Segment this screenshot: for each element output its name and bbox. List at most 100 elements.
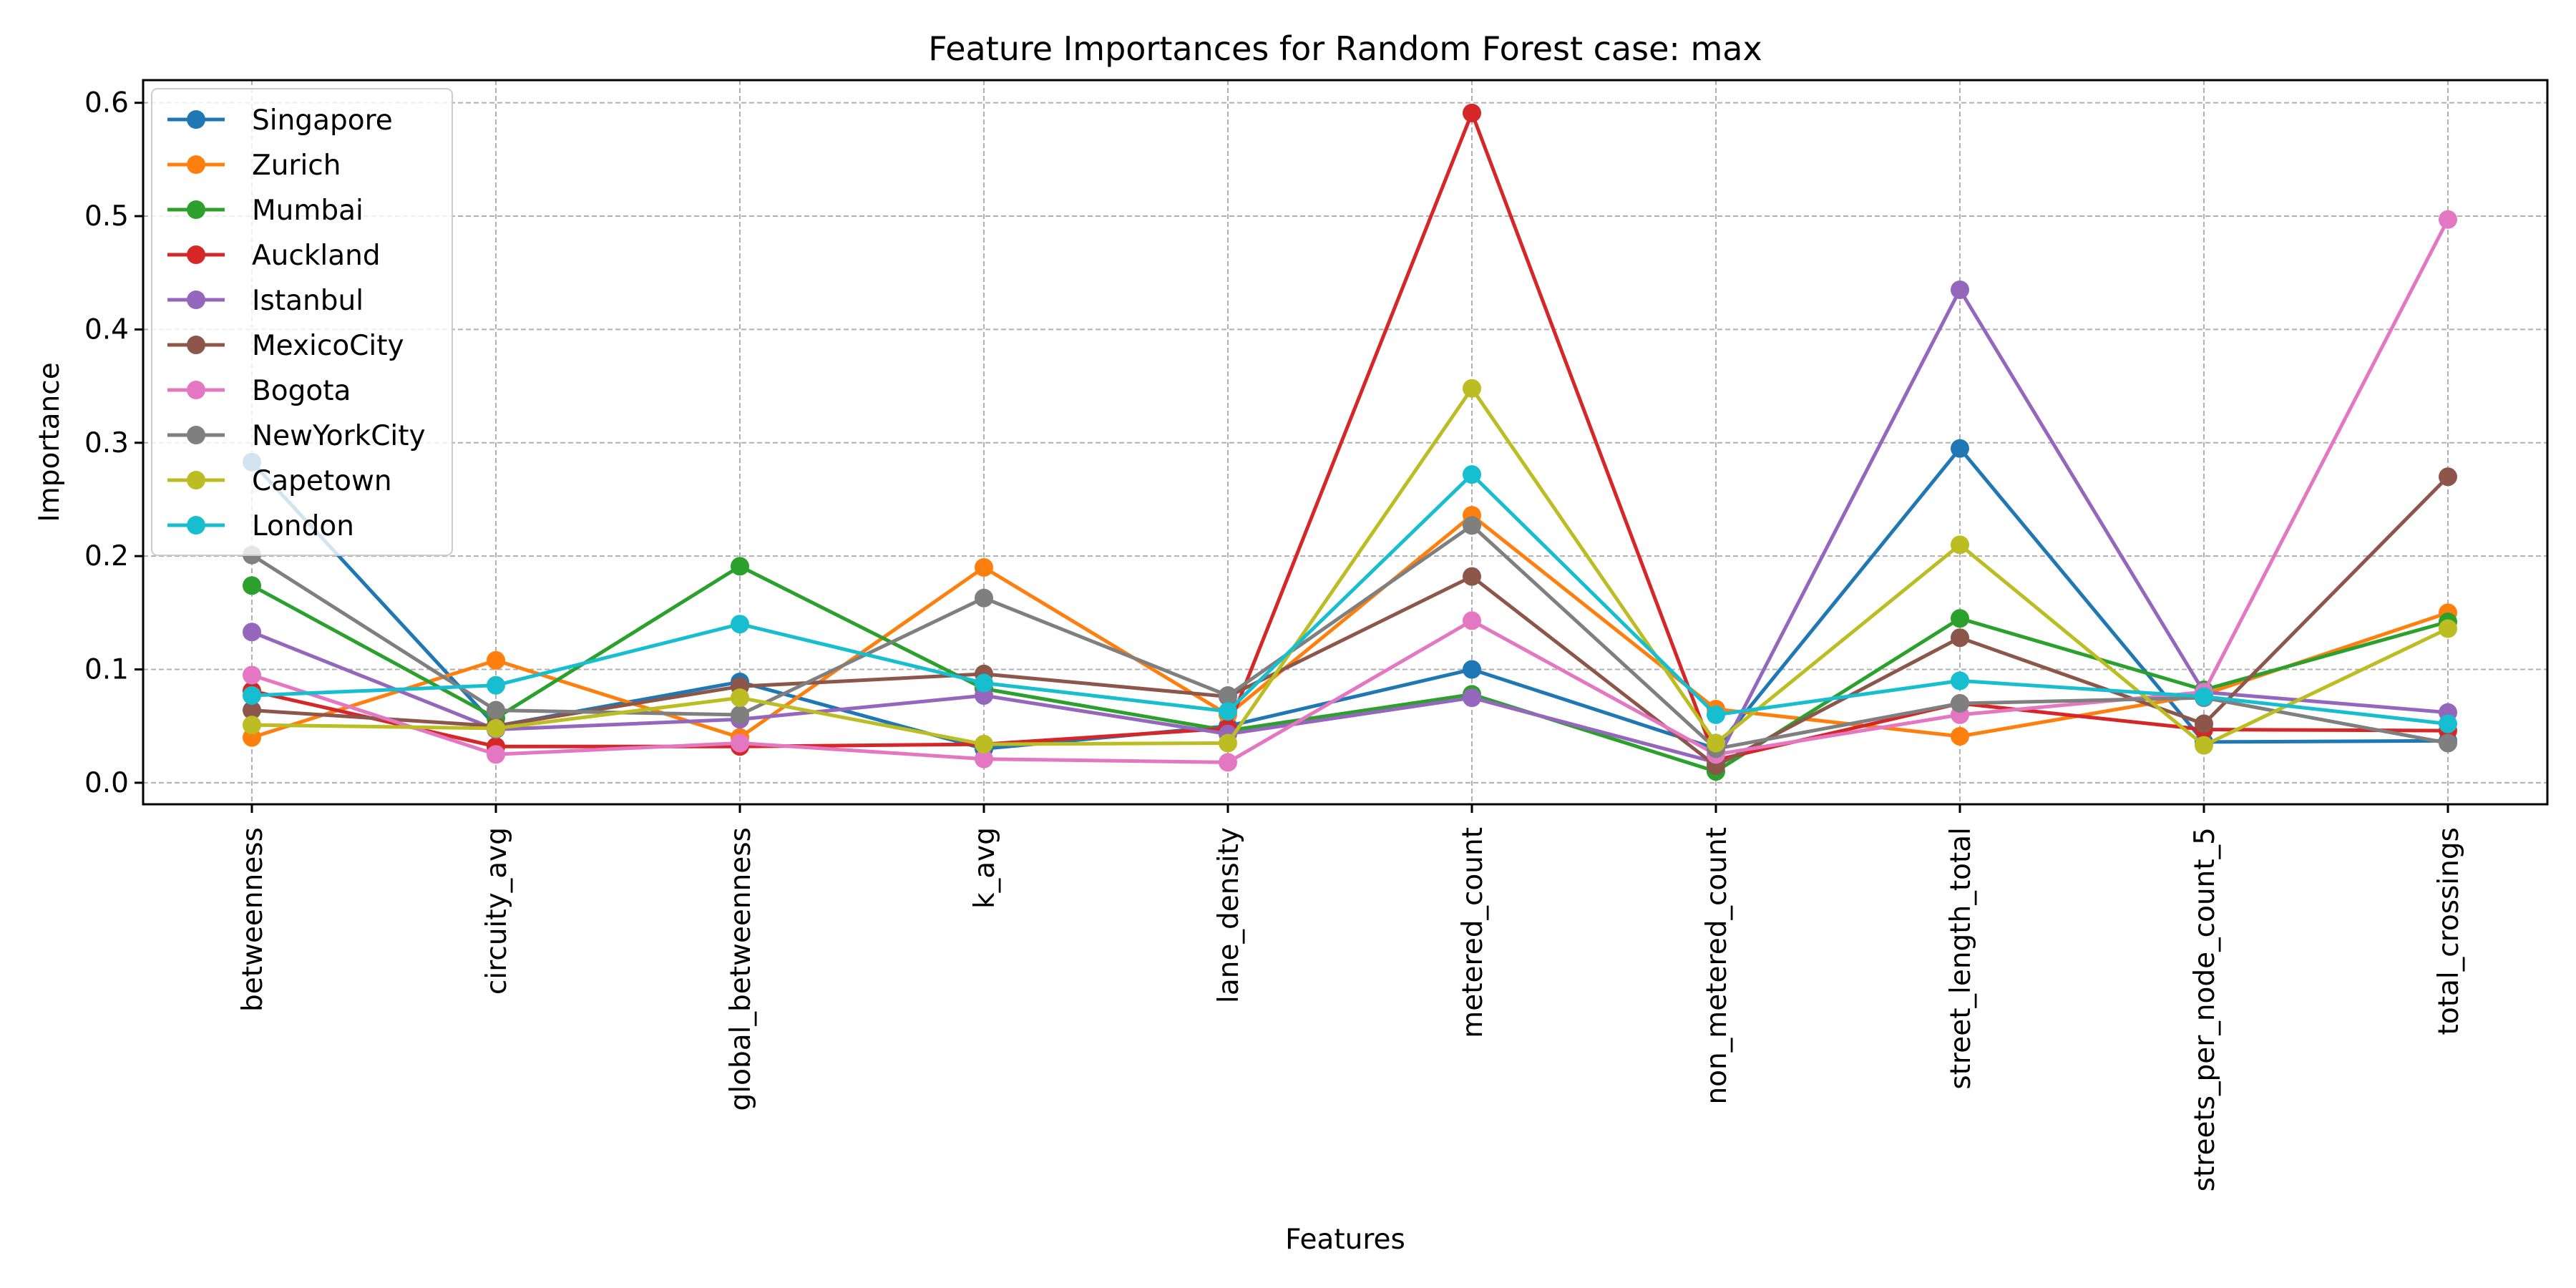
legend-item: Singapore xyxy=(167,104,393,137)
series-line xyxy=(251,218,2450,764)
data-point xyxy=(487,701,505,720)
legend-item: Auckland xyxy=(167,240,381,272)
series-line xyxy=(251,475,2449,768)
series-line xyxy=(250,447,2449,751)
data-point xyxy=(731,733,749,753)
data-point xyxy=(2439,210,2457,229)
x-tick-label: streets_per_node_count_5 xyxy=(2189,827,2221,1191)
legend-item: Zurich xyxy=(167,150,341,182)
legend-marker xyxy=(187,155,205,174)
legend-label: Singapore xyxy=(252,104,393,137)
y-tick-label: 0.4 xyxy=(84,313,129,346)
legend-item: London xyxy=(167,510,354,542)
data-point xyxy=(1463,660,1481,679)
data-point xyxy=(243,623,261,642)
y-tick-label: 0.2 xyxy=(84,540,129,572)
data-point xyxy=(487,650,505,670)
data-point xyxy=(487,718,505,738)
legend-label: Bogota xyxy=(252,375,351,407)
data-point xyxy=(1951,280,1969,299)
x-tick-label: lane_density xyxy=(1213,827,1245,1003)
legend-label: Zurich xyxy=(252,150,341,182)
series-line xyxy=(251,472,2449,726)
data-point xyxy=(487,745,505,764)
legend-label: Istanbul xyxy=(252,285,364,317)
data-point xyxy=(975,749,993,769)
data-point xyxy=(2439,733,2457,753)
data-point xyxy=(1219,753,1237,772)
data-point xyxy=(243,701,261,720)
x-tick-label: non_metered_count xyxy=(1701,827,1733,1105)
data-point xyxy=(975,673,993,693)
y-tick-label: 0.5 xyxy=(84,200,129,233)
y-axis: 0.0 0.1 0.2 0.3 0.4 0.5 0.6 xyxy=(84,87,143,799)
legend-marker xyxy=(187,381,205,399)
x-axis: betweenness circuity_avg global_betweennes… xyxy=(237,804,2465,1191)
data-point xyxy=(975,588,993,608)
data-point xyxy=(2439,619,2457,638)
legend-label: London xyxy=(252,510,354,542)
data-point xyxy=(1951,694,1969,713)
data-point xyxy=(1463,516,1481,535)
data-point xyxy=(243,665,261,685)
data-point xyxy=(1463,567,1481,586)
legend-marker xyxy=(187,426,205,444)
data-point xyxy=(1463,103,1481,122)
data-point xyxy=(1951,628,1969,648)
legend-marker xyxy=(187,291,205,309)
data-point xyxy=(1463,379,1481,398)
data-point xyxy=(1463,611,1481,630)
data-point xyxy=(2195,714,2213,733)
data-point xyxy=(1951,535,1969,555)
data-point xyxy=(2195,736,2213,755)
legend-item: Bogota xyxy=(167,375,351,407)
legend: Singapore Zurich Mumbai Auckland Istanbul Mex… xyxy=(151,88,453,556)
data-point xyxy=(1463,688,1481,708)
series-line xyxy=(251,386,2449,748)
data-point xyxy=(243,716,261,735)
data-point xyxy=(1951,671,1969,691)
data-point xyxy=(731,557,749,576)
x-tick-label: total_crossings xyxy=(2433,827,2465,1035)
data-point xyxy=(1951,439,1969,458)
y-axis-title: Importance xyxy=(34,362,66,522)
data-point xyxy=(731,688,749,708)
y-tick-label: 0.6 xyxy=(84,87,129,119)
series-line xyxy=(250,564,2449,774)
data-point xyxy=(1707,705,1725,724)
legend-marker xyxy=(187,471,205,489)
legend-marker xyxy=(187,336,205,354)
data-point xyxy=(731,615,749,634)
legend-item: NewYorkCity xyxy=(167,420,426,452)
chart-title: Feature Importances for Random Forest ca… xyxy=(928,29,1762,68)
legend-label: MexicoCity xyxy=(252,330,404,362)
data-point xyxy=(2439,714,2457,733)
legend-item: Mumbai xyxy=(167,195,364,227)
y-tick-label: 0.0 xyxy=(84,767,129,799)
data-point xyxy=(975,735,993,754)
legend-marker xyxy=(187,200,205,219)
x-axis-title: Features xyxy=(1285,1224,1405,1256)
x-tick-label: metered_count xyxy=(1457,827,1489,1038)
x-tick-label: betweenness xyxy=(237,827,269,1012)
legend-marker xyxy=(187,245,205,264)
legend-label: NewYorkCity xyxy=(252,420,426,452)
legend-item: Istanbul xyxy=(167,285,364,317)
x-tick-label: global_betweenness xyxy=(725,827,757,1111)
legend-label: Auckland xyxy=(252,240,381,272)
data-point xyxy=(1219,686,1237,705)
data-point xyxy=(1219,702,1237,721)
legend-marker xyxy=(187,110,205,129)
series-newyorkcity xyxy=(243,516,2457,758)
series-line xyxy=(251,111,2449,762)
data-point xyxy=(1951,726,1969,746)
data-point xyxy=(2439,467,2457,487)
x-tick-label: circuity_avg xyxy=(481,827,513,995)
data-point xyxy=(975,558,993,577)
data-point xyxy=(1463,465,1481,484)
series-line xyxy=(251,288,2449,764)
data-point xyxy=(2195,687,2213,706)
legend-label: Capetown xyxy=(252,465,392,497)
data-point xyxy=(1219,733,1237,753)
